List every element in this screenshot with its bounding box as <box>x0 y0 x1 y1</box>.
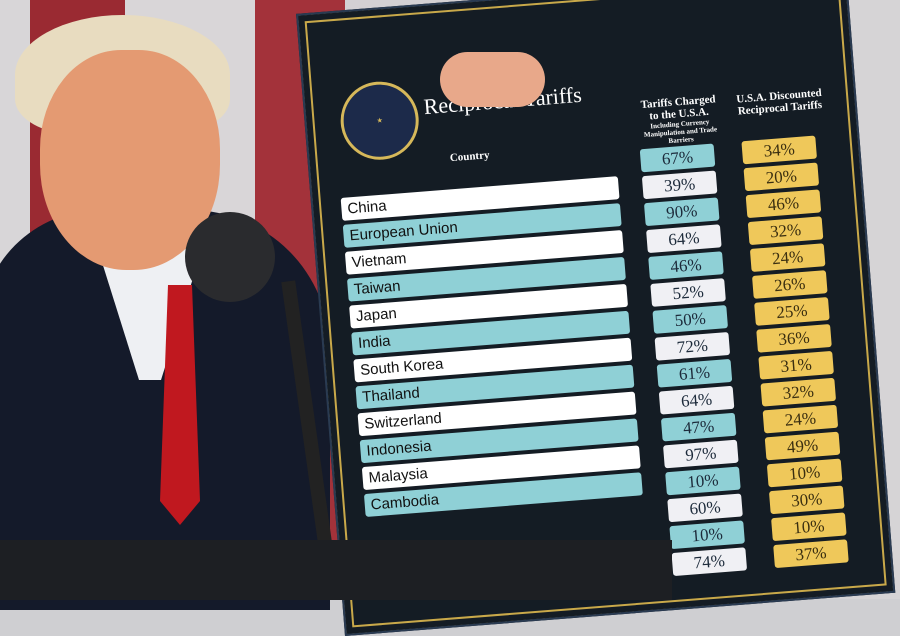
discounted-value: 34% <box>741 135 817 165</box>
charged-value: 47% <box>660 412 737 442</box>
face <box>40 50 220 270</box>
charged-value: 61% <box>656 358 733 388</box>
charged-value: 60% <box>667 493 743 523</box>
charged-value: 10% <box>669 520 745 550</box>
charged-value: 72% <box>654 331 731 361</box>
presidential-seal: ★ <box>337 78 422 163</box>
charged-value: 74% <box>671 547 748 577</box>
country-list: China European Union Vietnam Taiwan Japan Ind… <box>340 176 644 521</box>
microphone <box>185 212 275 302</box>
discounted-value: 37% <box>773 539 849 569</box>
charged-value: 97% <box>663 439 739 469</box>
discounted-value: 36% <box>756 323 832 353</box>
charged-value: 64% <box>646 224 722 254</box>
charged-value: 46% <box>648 251 724 280</box>
charged-value: 64% <box>658 385 735 415</box>
charged-value: 50% <box>652 305 729 334</box>
podium <box>0 540 672 600</box>
discounted-value: 46% <box>745 189 822 219</box>
discounted-value: 26% <box>752 270 828 299</box>
discounted-value: 24% <box>749 243 826 272</box>
discounted-value: 10% <box>771 512 847 542</box>
discounted-value: 25% <box>754 297 830 326</box>
discounted-value: 49% <box>764 431 841 461</box>
discounted-value: 32% <box>760 377 837 407</box>
discounted-value: 31% <box>758 350 834 380</box>
country-header: Country <box>449 149 490 165</box>
speaker <box>0 0 360 610</box>
discounted-value: 10% <box>766 458 843 488</box>
discounted-value: 20% <box>743 162 820 192</box>
hand <box>440 52 545 107</box>
red-tie <box>160 285 200 525</box>
charged-value: 52% <box>650 278 726 307</box>
charged-value: 39% <box>641 170 718 200</box>
discounted-value: 32% <box>747 216 824 246</box>
discounted-header: U.S.A. Discounted Reciprocal Tariffs <box>735 86 823 118</box>
charged-value: 10% <box>665 466 741 496</box>
charged-value: 90% <box>643 197 720 227</box>
charged-header: Tariffs Charged to the U.S.A. Including … <box>636 93 724 147</box>
charged-value: 67% <box>639 143 716 173</box>
discounted-list: 34% 20% 46% 32% 24% 26% 25% 36% 31% 32% 24% 49% 10% 3… <box>741 135 849 572</box>
discounted-value: 30% <box>768 485 845 515</box>
charged-list: 67% 39% 90% 64% 46% 52% 50% 72% 61% 64% 47% 97% 10% 6… <box>639 143 748 580</box>
discounted-value: 24% <box>762 404 839 434</box>
